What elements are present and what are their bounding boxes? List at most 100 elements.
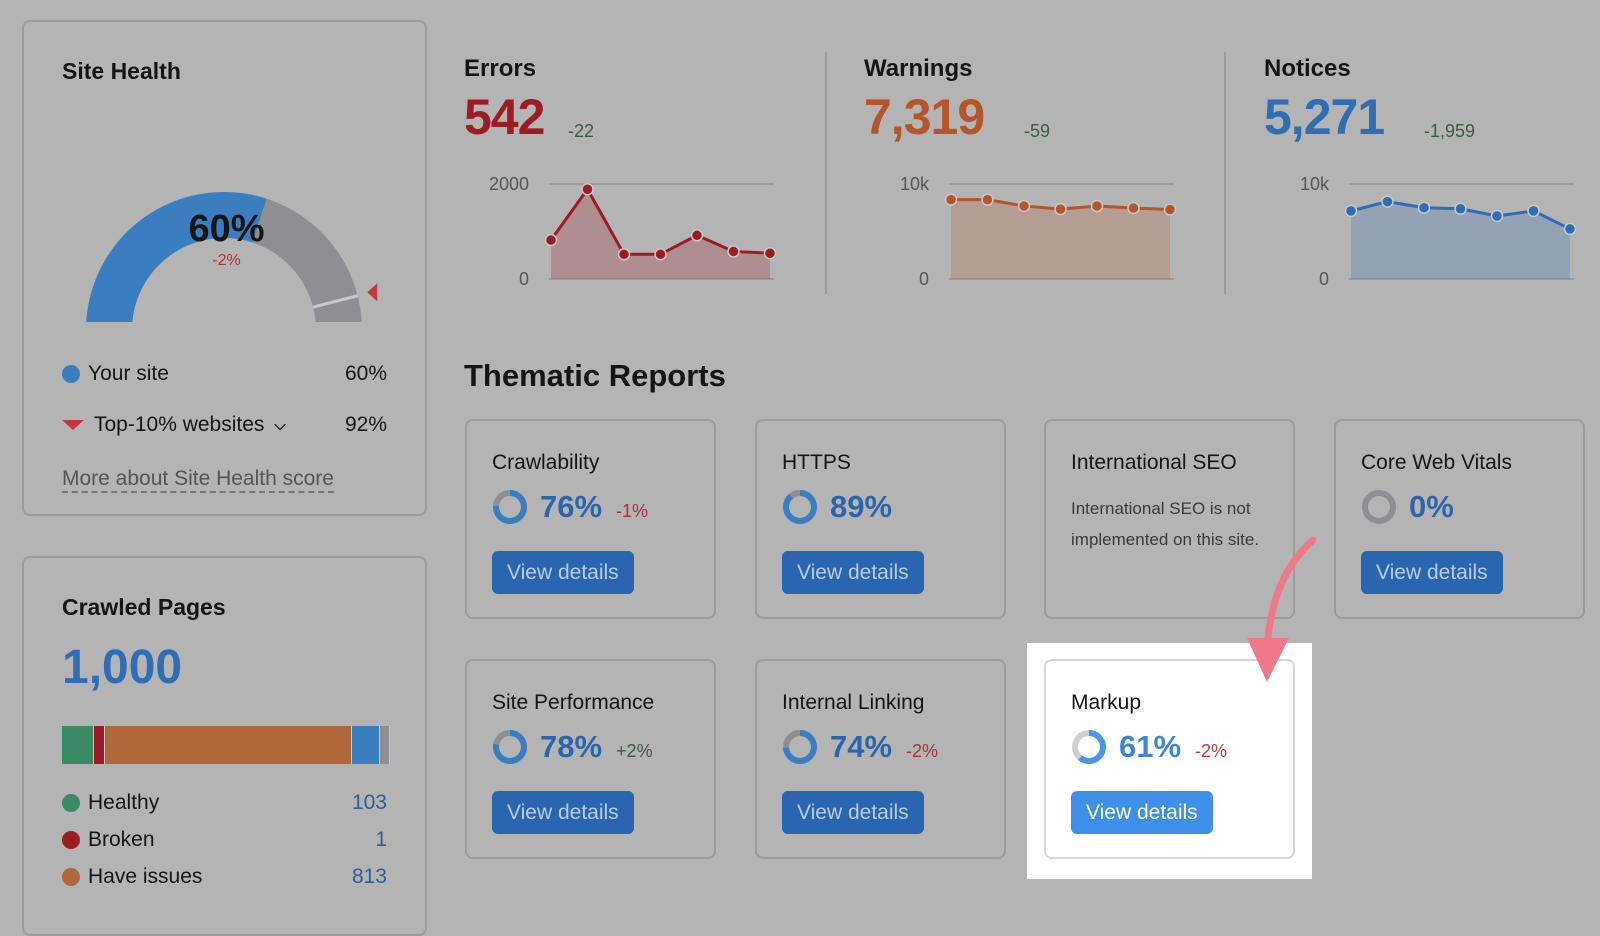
report-card-core-web-vitals: Core Web Vitals 0% View details <box>1334 419 1585 619</box>
data-point[interactable] <box>1417 201 1431 214</box>
series-area <box>951 199 1170 279</box>
report-score: 61% <box>1119 729 1182 764</box>
bar-segment[interactable] <box>379 726 390 764</box>
crawled-legend-have-issues: Have issues 813 <box>62 865 387 889</box>
arrow-curve <box>1263 536 1317 654</box>
data-point[interactable] <box>1454 202 1467 216</box>
thematic-reports-title: Thematic Reports <box>464 358 726 393</box>
data-point[interactable] <box>1017 199 1031 213</box>
report-title: Site Performance <box>492 691 655 714</box>
site-health-title: Site Health <box>62 58 181 84</box>
data-point[interactable] <box>944 193 958 206</box>
report-card-international-seo: International SEO International SEO is no… <box>1044 419 1295 619</box>
crawled-legend-healthy: Healthy 103 <box>62 791 387 815</box>
y-tick-label: 2000 <box>489 174 529 194</box>
report-title: Core Web Vitals <box>1361 451 1512 474</box>
report-card-internal-linking: Internal Linking 74% -2% View details <box>755 659 1006 859</box>
data-point[interactable] <box>981 193 994 206</box>
legend-count[interactable]: 103 <box>351 791 387 814</box>
y-tick-label: 0 <box>919 269 929 289</box>
view-details-button[interactable]: View details <box>492 791 634 834</box>
report-description: International SEO is not implemented on … <box>1071 499 1260 549</box>
site-health-card: Site Health 60% -2% Your site 60% Top-10… <box>22 20 427 516</box>
data-point[interactable] <box>690 229 704 242</box>
y-tick-label: 0 <box>1319 269 1329 289</box>
more-about-site-health-link[interactable]: More about Site Health score <box>62 467 334 493</box>
report-score: 76% <box>540 489 603 524</box>
triangle-down-icon <box>62 420 84 430</box>
warnings-title: Warnings <box>864 55 973 82</box>
data-point[interactable] <box>1344 204 1358 218</box>
bar-segment[interactable] <box>352 726 380 764</box>
data-point[interactable] <box>1381 195 1394 208</box>
data-point[interactable] <box>544 233 558 247</box>
score-donut-icon <box>493 730 527 764</box>
data-point[interactable] <box>1090 199 1104 213</box>
site-health-gauge <box>86 192 378 322</box>
score-donut-icon <box>1362 490 1396 524</box>
bar-segment[interactable] <box>62 726 94 764</box>
report-title: HTTPS <box>782 451 851 474</box>
data-point[interactable] <box>763 247 777 260</box>
legend-label: Healthy <box>88 791 160 814</box>
status-dot-icon <box>62 794 80 812</box>
report-score: 74% <box>830 729 893 764</box>
data-point[interactable] <box>1054 202 1067 216</box>
notices-title: Notices <box>1264 55 1351 82</box>
bar-segment[interactable] <box>104 726 353 764</box>
legend-count[interactable]: 1 <box>375 828 387 851</box>
data-point[interactable] <box>581 182 594 196</box>
notices-total[interactable]: 5,271 <box>1264 89 1385 145</box>
warnings-total[interactable]: 7,319 <box>864 89 985 145</box>
status-dot-icon <box>62 831 80 849</box>
notices-delta: -1,959 <box>1424 121 1476 141</box>
data-point[interactable] <box>1490 209 1504 223</box>
view-details-button[interactable]: View details <box>1071 791 1213 834</box>
metric-divider <box>1224 52 1226 294</box>
data-point[interactable] <box>1163 203 1177 216</box>
score-donut-icon <box>1072 730 1106 764</box>
donut-fill <box>493 490 527 524</box>
data-point[interactable] <box>1127 201 1140 215</box>
view-details-button[interactable]: View details <box>492 551 634 594</box>
report-title: International SEO <box>1071 451 1237 474</box>
crawled-pages-card: Crawled Pages 1,000 Healthy 103 Broken 1 Hav… <box>22 556 427 936</box>
data-point[interactable] <box>617 248 631 261</box>
crawled-pages-bar <box>62 726 390 764</box>
report-title: Markup <box>1071 691 1142 714</box>
view-details-button[interactable]: View details <box>782 791 924 834</box>
chevron-down-icon[interactable]: ⌵ <box>274 416 286 434</box>
data-point[interactable] <box>654 248 667 261</box>
series-area <box>551 189 770 279</box>
status-dot-icon <box>62 868 80 886</box>
report-score: 78% <box>540 729 603 764</box>
gauge-top10-tick <box>312 294 359 309</box>
view-details-button[interactable]: View details <box>782 551 924 594</box>
donut-fill <box>493 730 527 764</box>
legend-label: Your site <box>88 362 169 385</box>
errors-total[interactable]: 542 <box>464 89 545 145</box>
donut-fill <box>783 730 817 764</box>
data-point[interactable] <box>1563 222 1577 236</box>
report-card-site-performance: Site Performance 78% +2% View details <box>465 659 716 859</box>
view-details-button[interactable]: View details <box>1361 551 1503 594</box>
gauge-your-site-arc <box>86 192 267 322</box>
data-point[interactable] <box>727 245 740 258</box>
bar-segment[interactable] <box>93 726 105 764</box>
score-donut-icon <box>783 490 817 524</box>
donut-fill <box>1072 730 1106 764</box>
data-point[interactable] <box>1527 204 1540 218</box>
crawled-pages-title: Crawled Pages <box>62 594 226 620</box>
errors-chart: 2000 0 <box>489 174 777 289</box>
crawled-pages-total[interactable]: 1,000 <box>62 641 183 694</box>
warnings-chart: 10k 0 <box>900 174 1177 289</box>
y-tick-label: 0 <box>519 269 529 289</box>
legend-count[interactable]: 813 <box>351 865 387 888</box>
legend-your-site: Your site 60% <box>62 362 387 386</box>
your-site-dot-icon <box>62 365 80 383</box>
legend-label: Top-10% websites <box>94 413 265 436</box>
report-card-crawlability: Crawlability 76% -1% View details <box>465 419 716 619</box>
legend-top10-dropdown[interactable]: Top-10% websites ⌵ 92% <box>62 413 387 437</box>
donut-fill <box>783 490 817 524</box>
report-score: 0% <box>1409 489 1454 524</box>
